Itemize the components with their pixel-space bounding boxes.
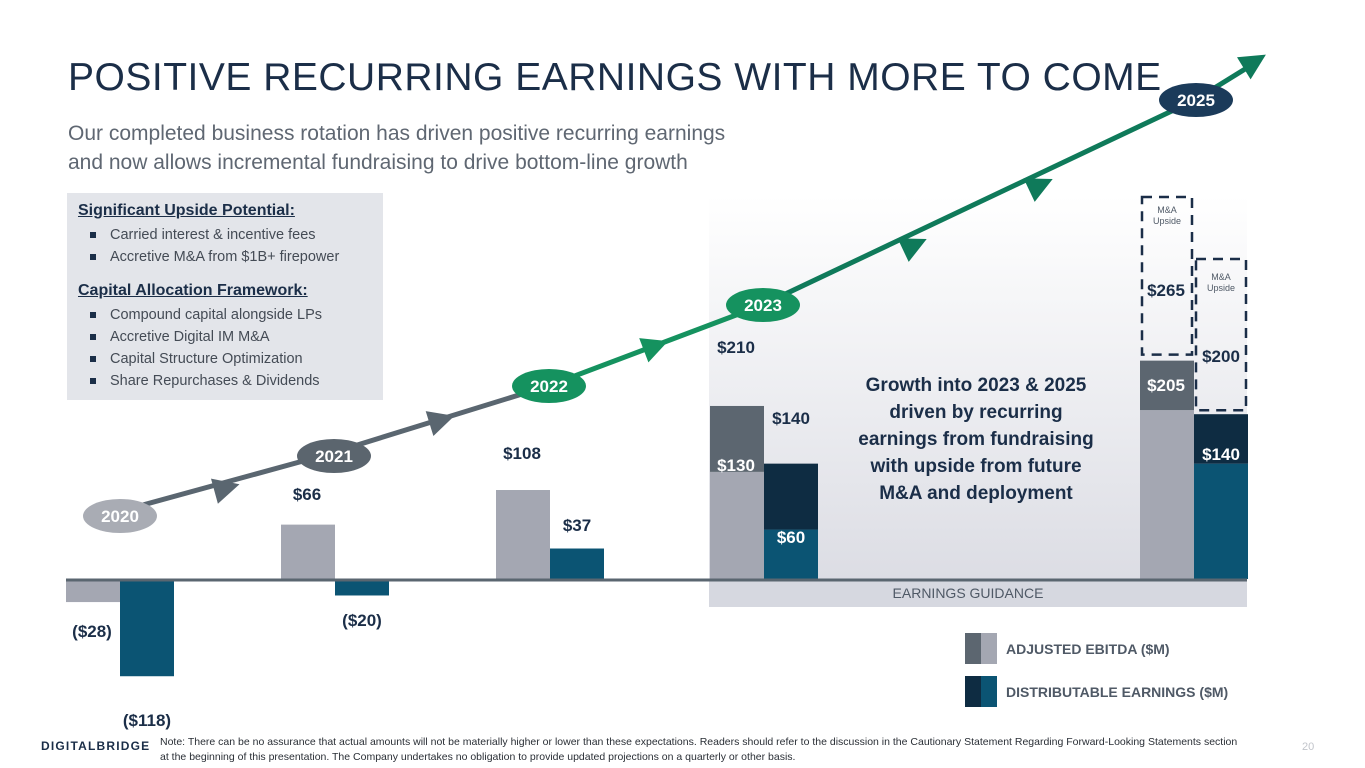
upside-heading: Significant Upside Potential: (78, 202, 295, 219)
year-badge (297, 439, 371, 473)
bar (1140, 410, 1194, 579)
bar (550, 548, 604, 579)
company-logo: DIGITALBRIDGE (41, 739, 151, 753)
subtitle: Our completed business rotation has driv… (68, 119, 725, 177)
data-label: ($118) (123, 711, 171, 730)
upside-label: M&A (1211, 272, 1231, 282)
upside-box-de (1194, 257, 1248, 412)
year-badge (512, 369, 586, 403)
data-label: $140 (772, 409, 810, 428)
growth-line (758, 97, 1197, 309)
callout-text: Growth into 2023 & 2025 (866, 375, 1087, 396)
callout-text: with upside from future (869, 456, 1081, 477)
list-item: Capital Structure Optimization (78, 348, 372, 370)
bar (1194, 463, 1248, 579)
guidance-band (709, 581, 1247, 607)
arrow-head-icon (897, 238, 927, 262)
bar (281, 524, 335, 579)
list-item-text: Capital Structure Optimization (110, 351, 303, 367)
upside-label: Upside (1207, 283, 1235, 293)
bullet-icon (90, 232, 96, 238)
year-badge (726, 288, 800, 322)
list-item: Share Repurchases & Dividends (78, 370, 372, 392)
data-label: $205 (1147, 376, 1185, 395)
upside-label: M&A (1157, 205, 1177, 215)
callout-text: M&A and deployment (879, 483, 1073, 504)
list-item: Accretive M&A from $1B+ firepower (78, 246, 372, 268)
data-label: $66 (293, 485, 321, 504)
data-label: $265 (1147, 281, 1185, 300)
legend-label: DISTRIBUTABLE EARNINGS ($M) (1006, 684, 1228, 700)
bar-segment (1140, 360, 1194, 411)
guidance-label: EARNINGS GUIDANCE (893, 585, 1044, 601)
subtitle-line-1: Our completed business rotation has driv… (68, 122, 726, 145)
list-item-text: Accretive Digital IM M&A (110, 329, 270, 345)
arrow-head-icon (425, 411, 455, 436)
list-item: Carried interest & incentive fees (78, 224, 372, 246)
data-label: $200 (1202, 347, 1240, 366)
data-label: $37 (563, 516, 591, 535)
upside-box: Significant Upside Potential: Carried in… (67, 193, 383, 400)
list-item-text: Carried interest & incentive fees (110, 227, 316, 243)
list-item: Compound capital alongside LPs (78, 304, 372, 326)
bar (710, 471, 764, 579)
legend-swatch (981, 633, 997, 664)
data-label: ($20) (342, 611, 382, 630)
bullet-icon (90, 254, 96, 260)
bar (496, 490, 550, 579)
page-title: POSITIVE RECURRING EARNINGS WITH MORE TO… (68, 56, 1162, 99)
upside-list: Carried interest & incentive fees Accret… (78, 224, 372, 268)
callout-text: earnings from fundraising (858, 429, 1093, 450)
upside-label: Upside (1153, 216, 1181, 226)
list-item: Accretive Digital IM M&A (78, 326, 372, 348)
data-label: $140 (1202, 445, 1240, 464)
year-badge-label: 2025 (1177, 91, 1215, 110)
arrow-head-icon (639, 338, 669, 363)
data-label: ($28) (72, 622, 112, 641)
bar (764, 529, 818, 579)
allocation-list: Compound capital alongside LPs Accretive… (78, 304, 372, 392)
bar (120, 579, 174, 677)
arrow-head-icon (211, 478, 240, 504)
bar-segment (764, 463, 818, 530)
arrow-head-icon (1023, 178, 1053, 202)
legend-swatch (965, 676, 981, 707)
bullet-icon (90, 312, 96, 318)
data-label: $210 (717, 338, 755, 357)
bullet-icon (90, 378, 96, 384)
page-number: 20 (1302, 741, 1315, 753)
data-label: $108 (503, 444, 541, 463)
legend-swatch (981, 676, 997, 707)
subtitle-line-2: and now allows incremental fundraising t… (68, 151, 688, 174)
bar-segment (1194, 414, 1248, 464)
year-badge-label: 2020 (101, 507, 139, 526)
list-item-text: Compound capital alongside LPs (110, 307, 322, 323)
legend-swatch (965, 633, 981, 664)
bar (335, 579, 389, 596)
bullet-icon (90, 334, 96, 340)
callout-text: driven by recurring (889, 402, 1062, 423)
year-badge (83, 499, 157, 533)
bullet-icon (90, 356, 96, 362)
list-item-text: Share Repurchases & Dividends (110, 373, 320, 389)
year-badge-label: 2022 (530, 377, 568, 396)
data-label: $60 (777, 528, 805, 547)
upside-box-ebitda (1140, 195, 1194, 356)
bar (66, 579, 120, 603)
year-badge (1159, 83, 1233, 117)
disclaimer-note: Note: There can be no assurance that act… (160, 736, 1238, 763)
bar-segment (710, 405, 764, 472)
year-badge-label: 2023 (744, 296, 782, 315)
year-badge-label: 2021 (315, 447, 353, 466)
allocation-heading: Capital Allocation Framework: (78, 282, 308, 299)
list-item-text: Accretive M&A from $1B+ firepower (110, 249, 340, 265)
data-label: $130 (717, 456, 755, 475)
arrow-head-icon (1237, 54, 1266, 80)
legend-label: ADJUSTED EBITDA ($M) (1006, 641, 1170, 657)
